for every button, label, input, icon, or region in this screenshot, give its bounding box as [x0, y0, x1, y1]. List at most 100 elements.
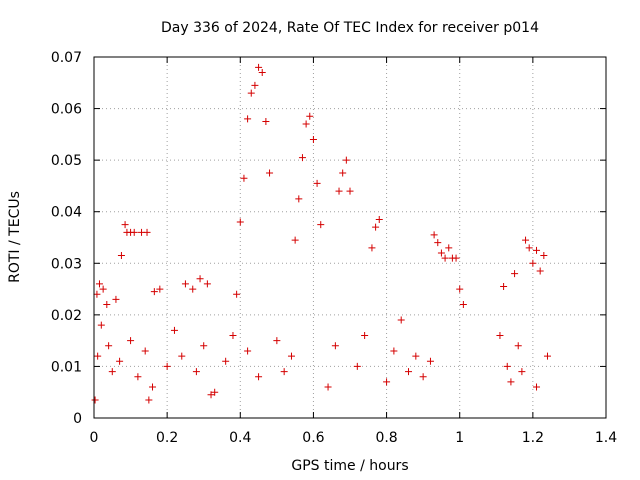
data-point	[445, 244, 453, 252]
data-point	[103, 301, 111, 309]
y-tick-label: 0.05	[51, 153, 82, 169]
data-point	[324, 383, 332, 391]
data-point	[134, 373, 142, 381]
data-point	[529, 259, 537, 267]
data-point	[236, 218, 244, 226]
data-point	[298, 154, 306, 162]
x-tick-label: 0	[90, 430, 99, 446]
x-tick-label: 1.4	[595, 430, 617, 446]
y-tick-label: 0.06	[51, 102, 82, 118]
data-point	[533, 246, 541, 254]
data-point	[130, 228, 138, 236]
data-point	[511, 270, 519, 278]
data-point	[200, 342, 208, 350]
data-point	[170, 326, 178, 334]
data-point	[335, 187, 343, 195]
plot-frame	[93, 56, 607, 419]
data-point	[496, 331, 504, 339]
data-point	[116, 357, 124, 365]
data-point	[372, 223, 380, 231]
data-point	[522, 236, 530, 244]
data-point	[141, 347, 149, 355]
data-point	[99, 285, 107, 293]
data-point	[536, 267, 544, 275]
data-point	[127, 337, 135, 345]
data-point	[342, 156, 350, 164]
data-point	[156, 285, 164, 293]
data-point	[291, 236, 299, 244]
y-tick-label: 0.02	[51, 308, 82, 324]
data-point	[233, 290, 241, 298]
data-point	[306, 112, 314, 120]
data-point	[94, 352, 102, 360]
y-tick-label: 0.04	[51, 205, 82, 221]
data-point	[346, 187, 354, 195]
x-axis-ticks: 0 0.2 0.4 0.6 0.8 1 1.2 1.4	[90, 57, 617, 446]
data-point	[514, 342, 522, 350]
data-point	[287, 352, 295, 360]
data-point	[117, 252, 125, 260]
data-point	[543, 352, 551, 360]
x-tick-label: 1.2	[522, 430, 544, 446]
data-point	[295, 195, 303, 203]
data-point	[507, 378, 515, 386]
data-point	[452, 254, 460, 262]
y-tick-label: 0.03	[51, 256, 82, 272]
data-point	[397, 316, 405, 324]
data-point	[121, 221, 129, 229]
data-point	[313, 179, 321, 187]
data-point	[500, 282, 508, 290]
data-point	[255, 373, 263, 381]
data-point	[189, 285, 197, 293]
data-point	[368, 244, 376, 252]
x-tick-label: 0.2	[156, 430, 178, 446]
data-point	[503, 362, 511, 370]
data-point	[211, 388, 219, 396]
x-axis-label: GPS time / hours	[291, 458, 408, 474]
data-point	[437, 249, 445, 257]
data-point	[207, 391, 215, 399]
y-tick-label: 0	[73, 411, 82, 427]
chart-title: Day 336 of 2024, Rate Of TEC Index for r…	[161, 20, 539, 36]
data-point	[266, 169, 274, 177]
data-point	[112, 295, 120, 303]
data-point	[143, 228, 151, 236]
data-point	[339, 169, 347, 177]
data-point	[97, 321, 105, 329]
data-point	[105, 342, 113, 350]
data-point	[262, 117, 270, 125]
y-tick-label: 0.01	[51, 359, 82, 375]
y-tick-label: 0.07	[51, 50, 82, 66]
data-point	[302, 120, 310, 128]
data-point	[390, 347, 398, 355]
data-point	[419, 373, 427, 381]
data-point	[244, 347, 252, 355]
data-point	[405, 368, 413, 376]
data-point	[244, 115, 252, 123]
x-tick-label: 0.6	[302, 430, 324, 446]
data-point	[229, 331, 237, 339]
data-point	[258, 68, 266, 76]
data-point	[434, 239, 442, 247]
data-point	[540, 252, 548, 260]
data-point	[150, 288, 158, 296]
data-point	[456, 285, 464, 293]
data-point	[426, 357, 434, 365]
data-point	[430, 231, 438, 239]
data-point	[181, 280, 189, 288]
data-point	[441, 254, 449, 262]
data-point	[240, 174, 248, 182]
data-point	[203, 280, 211, 288]
x-tick-label: 0.8	[375, 430, 397, 446]
data-point	[361, 331, 369, 339]
data-point	[331, 342, 339, 350]
data-point	[196, 275, 204, 283]
data-point	[163, 362, 171, 370]
data-point	[192, 368, 200, 376]
data-point	[251, 81, 259, 89]
data-point	[273, 337, 281, 345]
data-point	[108, 368, 116, 376]
data-point	[412, 352, 420, 360]
data-point	[149, 383, 157, 391]
